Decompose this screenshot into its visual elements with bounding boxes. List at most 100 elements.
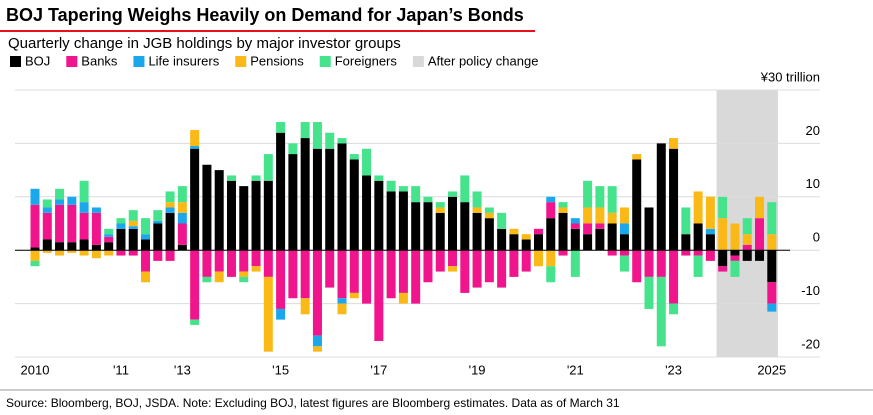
bar-segment — [362, 250, 372, 304]
bar-segment — [141, 271, 151, 283]
bar-segment — [767, 250, 777, 283]
bar-segment — [398, 292, 408, 304]
bar-segment — [79, 239, 89, 251]
bar-segment — [67, 242, 77, 251]
bar-segment — [325, 250, 335, 288]
bar-segment — [251, 175, 261, 181]
bar-segment — [374, 180, 384, 251]
bar-segment — [141, 218, 151, 235]
bar-segment — [79, 212, 89, 240]
bar-segment — [153, 223, 163, 251]
bar-segment — [533, 234, 543, 251]
bar-segment — [730, 255, 740, 261]
bar-segment — [165, 191, 175, 203]
bar-segment — [755, 250, 765, 261]
bar-segment — [55, 188, 65, 200]
bar-segment — [386, 191, 396, 251]
bar-segment — [755, 218, 765, 251]
bar-segment — [718, 266, 728, 272]
legend-swatch — [66, 56, 78, 67]
legend-label: Foreigners — [335, 53, 398, 68]
bar-segment — [718, 218, 728, 251]
bar-segment — [595, 207, 605, 224]
bar-segment — [460, 175, 470, 203]
legend-swatch — [133, 56, 145, 67]
bar-segment — [656, 276, 666, 347]
bar-segment — [349, 292, 359, 299]
bar-segment — [521, 250, 531, 272]
bar-segment — [337, 143, 347, 251]
bar-segment — [312, 122, 322, 149]
bar-segment — [67, 250, 77, 253]
bar-segment — [165, 207, 175, 213]
bar-segment — [448, 250, 458, 267]
bar-segment — [55, 199, 65, 205]
x-tick-label: 2025 — [757, 362, 786, 377]
bar-segment — [116, 218, 126, 224]
bar-segment — [177, 212, 187, 224]
bar-segment — [398, 191, 408, 251]
legend-swatch — [235, 56, 247, 67]
bar-segment — [607, 186, 617, 213]
bar-segment — [767, 202, 777, 235]
bar-segment — [349, 159, 359, 251]
bar-segment — [767, 282, 777, 304]
bar-segment — [484, 250, 494, 283]
bar-segment — [362, 148, 372, 176]
bar-segment — [619, 234, 629, 251]
bar-segment — [239, 276, 249, 283]
bar-segment — [226, 180, 236, 251]
bar-segment — [546, 218, 556, 251]
legend-label: Life insurers — [148, 53, 219, 68]
legend-label: Banks — [81, 53, 118, 68]
bar-segment — [546, 250, 556, 267]
bar-segment — [632, 250, 642, 283]
bar-segment — [165, 202, 175, 208]
bar-segment — [644, 250, 654, 277]
y-tick-label: 20 — [806, 123, 820, 138]
bar-segment — [104, 250, 114, 256]
bar-segment — [30, 260, 40, 267]
bar-segment — [116, 223, 126, 229]
bar-segment — [325, 132, 335, 149]
bar-segment — [583, 234, 593, 251]
bar-segment — [632, 159, 642, 251]
bar-segment — [448, 196, 458, 251]
bar-segment — [141, 250, 151, 272]
bar-segment — [300, 138, 310, 251]
y-tick-label: ¥30 trillion — [760, 69, 820, 84]
bar-segment — [276, 250, 286, 309]
bar-segment — [42, 199, 52, 208]
bar-segment — [104, 228, 114, 235]
x-tick-label: '17 — [370, 362, 387, 377]
bar-segment — [705, 228, 715, 235]
bar-segment — [497, 212, 507, 229]
bar-segment — [509, 234, 519, 251]
bar-segment — [276, 308, 286, 320]
bar-segment — [42, 207, 52, 213]
bar-segment — [681, 234, 691, 251]
bar-segment — [190, 250, 200, 320]
bar-segment — [226, 250, 236, 277]
x-tick-label: '21 — [567, 362, 584, 377]
bar-segment — [251, 180, 261, 251]
bar-segment — [79, 202, 89, 213]
bar-segment — [202, 276, 212, 283]
legend-label: Pensions — [250, 53, 304, 68]
x-tick-label: '11 — [113, 362, 129, 377]
bar-segment — [349, 250, 359, 293]
bar-segment — [91, 212, 101, 245]
bar-segment — [705, 196, 715, 229]
bar-segment — [448, 191, 458, 197]
bar-segment — [472, 207, 482, 213]
bar-segment — [288, 250, 298, 299]
x-tick-label: '19 — [469, 362, 486, 377]
bar-segment — [767, 303, 777, 312]
bar-segment — [595, 186, 605, 208]
bar-segment — [472, 212, 482, 251]
bar-segment — [521, 239, 531, 251]
legend-swatch — [10, 56, 21, 67]
bar-segment — [607, 212, 617, 224]
bar-segment — [300, 298, 310, 315]
bar-segment — [30, 204, 40, 248]
